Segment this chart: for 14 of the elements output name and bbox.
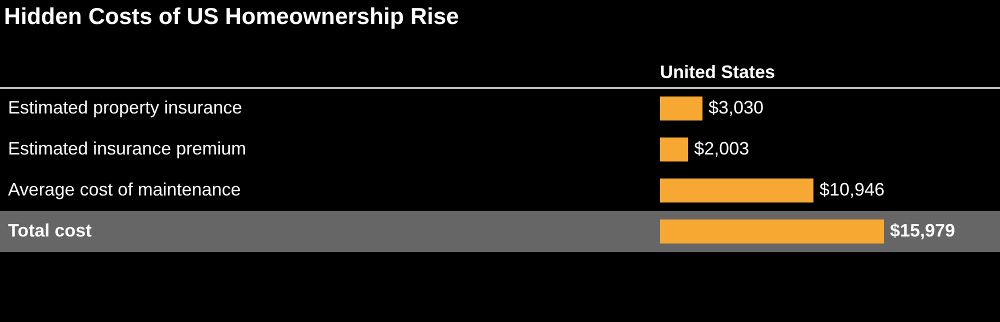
- y-tick-label: Average cost of maintenance: [8, 180, 241, 200]
- y-tick-label: Total cost: [8, 220, 92, 240]
- y-tick-label: Estimated property insurance: [8, 98, 242, 118]
- y-tick-label: Estimated insurance premium: [8, 138, 246, 158]
- data-label: $10,946: [819, 180, 885, 200]
- text: Hidden Costs of US Homeownership Rise: [4, 3, 459, 29]
- bar: [660, 220, 884, 244]
- bar: [660, 96, 702, 120]
- data-label: $15,979: [890, 220, 956, 240]
- bar: [660, 178, 814, 202]
- data-label: $3,030: [708, 98, 764, 118]
- data-label: $2,003: [694, 138, 750, 158]
- bar: [660, 138, 688, 162]
- series-label: United States: [660, 62, 776, 82]
